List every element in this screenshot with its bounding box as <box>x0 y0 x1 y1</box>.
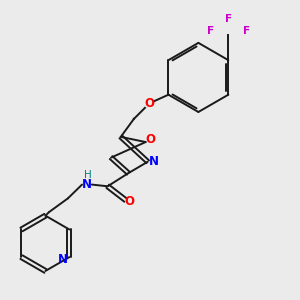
Text: O: O <box>124 195 134 208</box>
Text: F: F <box>243 26 250 36</box>
Text: N: N <box>82 178 92 191</box>
Text: O: O <box>144 97 154 110</box>
Text: O: O <box>146 133 156 146</box>
Text: N: N <box>149 155 159 168</box>
Text: N: N <box>58 254 68 266</box>
Text: F: F <box>225 14 232 24</box>
Text: H: H <box>84 170 92 180</box>
Text: F: F <box>207 26 214 36</box>
